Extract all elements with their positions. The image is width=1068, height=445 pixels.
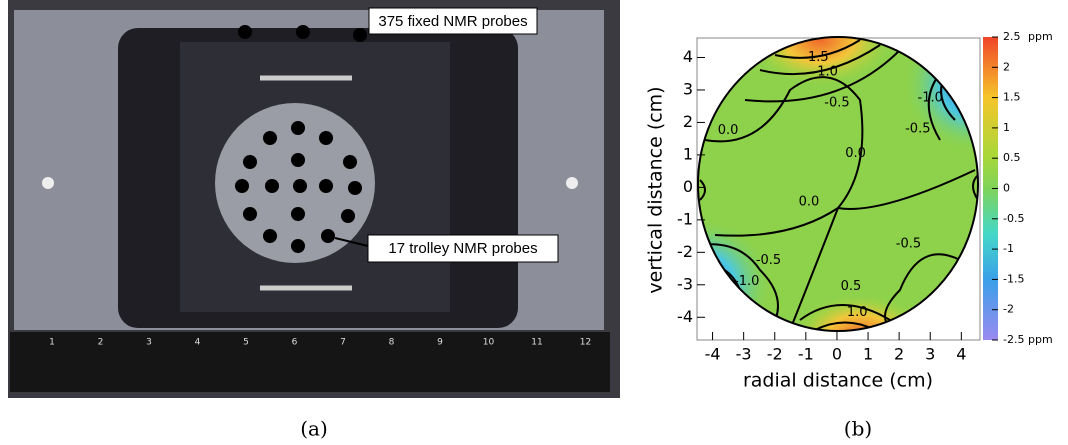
ruler-number: 3 bbox=[146, 338, 152, 348]
x-axis-label: radial distance (cm) bbox=[743, 370, 933, 392]
y-tick-label: -4 bbox=[677, 307, 693, 326]
caption-a: (a) bbox=[300, 417, 328, 441]
contour-label: -0.5 bbox=[896, 237, 921, 252]
ruler-number: 6 bbox=[292, 338, 298, 348]
x-tick-label: 3 bbox=[925, 345, 935, 364]
colorbar-tick-label: 1 bbox=[1003, 121, 1010, 134]
x-tick-label: 1 bbox=[863, 345, 873, 364]
colorbar bbox=[983, 37, 998, 340]
photo: 375 fixed NMR probes 17 trolley NMR prob… bbox=[8, 0, 620, 398]
x-tick-label: -1 bbox=[798, 345, 814, 364]
x-tick-label: 4 bbox=[956, 345, 966, 364]
contour-label: 1.0 bbox=[817, 65, 838, 80]
trolley-probe-label: 17 trolley NMR probes bbox=[388, 240, 537, 257]
y-tick-label: -2 bbox=[677, 242, 693, 261]
colorbar-unit: ppm bbox=[1028, 30, 1053, 43]
y-tick-label: -1 bbox=[677, 209, 693, 228]
x-tick-label: -4 bbox=[705, 345, 721, 364]
colorbar-tick-label: -2.5 bbox=[1003, 333, 1024, 346]
contour-label: 0.0 bbox=[718, 123, 739, 138]
ruler-number: 2 bbox=[98, 338, 104, 348]
ruler-number: 11 bbox=[531, 338, 542, 348]
colorbar-tick-label: -0.5 bbox=[1003, 212, 1024, 225]
y-axis-label: vertical distance (cm) bbox=[645, 86, 667, 293]
colorbar-tick-label: 2 bbox=[1003, 60, 1010, 73]
colorbar-tick-label: 2.5 bbox=[1003, 30, 1021, 43]
y-tick-label: 1 bbox=[683, 144, 693, 163]
fixed-probe-label: 375 fixed NMR probes bbox=[378, 13, 527, 30]
y-tick-label: 4 bbox=[683, 47, 693, 66]
contour-label: 0.0 bbox=[799, 194, 820, 209]
x-tick-label: 2 bbox=[894, 345, 904, 364]
colorbar-tick-label: -1 bbox=[1003, 242, 1014, 255]
ruler-number: 5 bbox=[243, 338, 249, 348]
colorbar-tick-label: -2 bbox=[1003, 303, 1014, 316]
contour-label: -0.5 bbox=[905, 121, 930, 136]
contour-label: 0.0 bbox=[845, 146, 866, 161]
caption-b: (b) bbox=[844, 417, 872, 441]
contour-label: -1.0 bbox=[734, 274, 759, 289]
colorbar-tick-label: 0 bbox=[1003, 182, 1010, 195]
contour-label: 0.5 bbox=[841, 279, 862, 294]
contour-label: -1.0 bbox=[918, 91, 943, 106]
y-tick-label: -3 bbox=[677, 274, 693, 293]
y-tick-label: 3 bbox=[683, 79, 693, 98]
ruler-number: 8 bbox=[389, 338, 395, 348]
contour-label: -0.5 bbox=[756, 253, 781, 268]
colorbar-unit: ppm bbox=[1028, 333, 1053, 346]
contour-label: 1.0 bbox=[847, 305, 868, 320]
y-tick-label: 2 bbox=[683, 112, 693, 131]
ruler-number: 12 bbox=[580, 338, 591, 348]
contour-label: 1.5 bbox=[808, 50, 829, 65]
ruler-number: 9 bbox=[437, 338, 443, 348]
x-tick-label: -2 bbox=[767, 345, 783, 364]
x-tick-label: 0 bbox=[832, 345, 842, 364]
ruler-number: 4 bbox=[195, 338, 201, 348]
y-tick-label: 0 bbox=[683, 177, 693, 196]
colorbar-tick-label: -1.5 bbox=[1003, 272, 1024, 285]
colorbar-tick-label: 1.5 bbox=[1003, 91, 1021, 104]
bore-outline bbox=[697, 36, 979, 332]
ruler-number: 1 bbox=[49, 338, 55, 348]
colorbar-tick-label: 0.5 bbox=[1003, 151, 1021, 164]
ruler-number: 10 bbox=[483, 338, 495, 348]
contour-label: -0.5 bbox=[824, 95, 849, 110]
ruler-number: 7 bbox=[340, 338, 346, 348]
x-tick-label: -3 bbox=[736, 345, 752, 364]
